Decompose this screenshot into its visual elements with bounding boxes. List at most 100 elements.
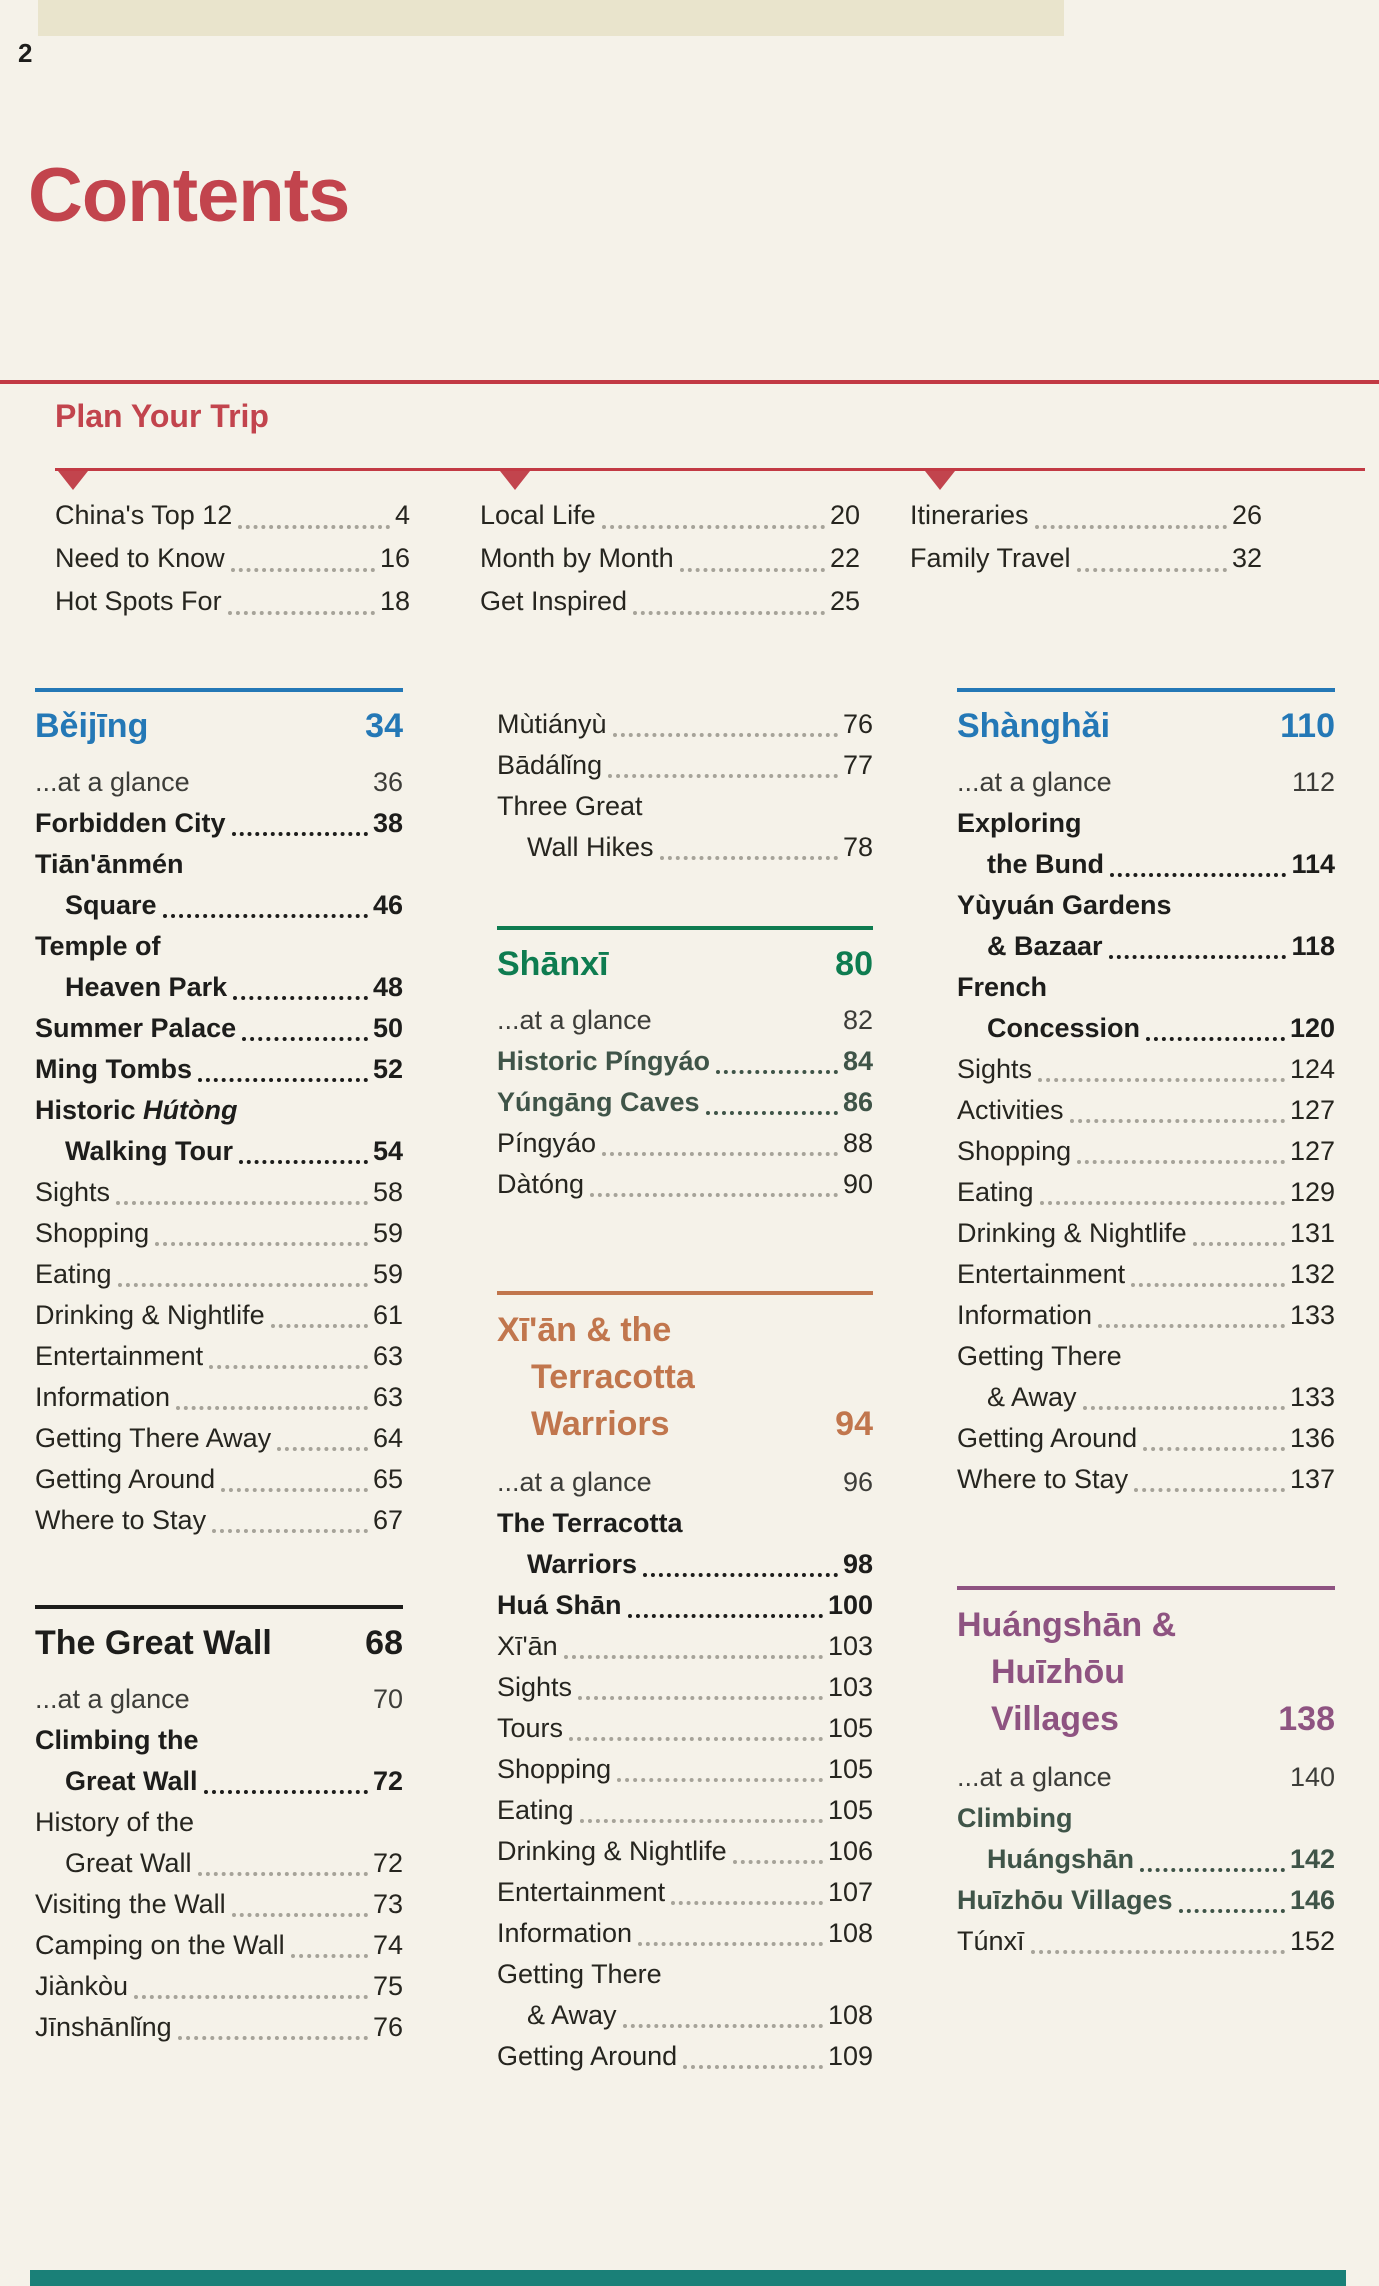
toc-entry: China's Top 12 4	[55, 494, 410, 537]
entry-page: 72	[372, 1766, 403, 1796]
entry-label: Sights	[35, 1177, 111, 1207]
toc-entry: Jiànkòu 75	[35, 1966, 403, 2007]
toc-entry: ...at a glance 96	[497, 1462, 873, 1503]
triangle-marker-icon	[58, 471, 88, 490]
toc-entry: Getting Around 109	[497, 2036, 873, 2077]
entry-page: 65	[372, 1464, 403, 1494]
entry-page: 58	[372, 1177, 403, 1207]
dot-leader	[227, 611, 375, 615]
dot-leader	[270, 1324, 368, 1328]
entry-label: Forbidden City	[35, 808, 226, 838]
entry-page: 103	[827, 1672, 873, 1702]
toc-entry: Jīnshānlǐng 76	[35, 2007, 403, 2048]
toc-entry: Get Inspired 25	[480, 580, 860, 623]
entry-page: 120	[1289, 1013, 1335, 1043]
entry-label: Month by Month	[480, 543, 674, 573]
entry-page: 107	[827, 1877, 873, 1907]
entry-label: Bādálǐng	[497, 750, 603, 780]
dot-leader	[197, 1078, 368, 1082]
dot-leader	[1146, 1037, 1285, 1041]
toc-entry: Getting Around 65	[35, 1459, 403, 1500]
entry-label: Where to Stay	[957, 1464, 1129, 1494]
pyt-column: Itineraries 26 Family Travel 32	[910, 494, 1262, 580]
entry-page: 63	[372, 1341, 403, 1371]
toc-entry: Eating 59	[35, 1254, 403, 1295]
dot-leader	[732, 1860, 823, 1864]
toc-entry: Huīzhōu Villages 146	[957, 1880, 1335, 1921]
toc-entry: Huá Shān 100	[497, 1585, 873, 1626]
entry-page: 36	[372, 767, 403, 797]
entry-page: 18	[379, 586, 410, 616]
entry-label: Get Inspired	[480, 586, 628, 616]
entry-label: ...at a glance	[957, 767, 1112, 797]
entry-page: 46	[372, 890, 403, 920]
dot-leader	[612, 733, 838, 737]
toc-column: Shànghǎi 110 ...at a glance 112 Exploring the…	[957, 682, 1335, 1962]
entry-label: Climbing the	[35, 1725, 199, 1755]
entry-page: 133	[1289, 1382, 1335, 1412]
entry-label: the Bund	[987, 849, 1104, 879]
entry-label: Walking Tour	[65, 1136, 233, 1166]
toc-entry: Information 133	[957, 1295, 1335, 1336]
entry-label: Sights	[497, 1672, 573, 1702]
dot-leader	[633, 611, 825, 615]
entry-page: 16	[379, 543, 410, 573]
pyt-column: China's Top 12 4 Need to Know 16 Hot Spots F…	[55, 494, 410, 623]
toc-entry: Sights 103	[497, 1667, 873, 1708]
entry-page: 63	[372, 1382, 403, 1412]
section-beijing: Běijīng 34 ...at a glance 36 Forbidden City 3…	[35, 688, 403, 1541]
toc-entry: Itineraries 26	[910, 494, 1262, 537]
dot-leader	[1131, 1283, 1285, 1287]
entry-label: Getting Around	[957, 1423, 1138, 1453]
dot-leader	[177, 2036, 368, 2040]
pyt-column: Local Life 20 Month by Month 22 Get Inspired…	[480, 494, 860, 623]
entry-label: Square	[65, 890, 157, 920]
toc-entry: ...at a glance 112	[957, 762, 1335, 803]
toc-entry: Summer Palace 50	[35, 1008, 403, 1049]
entry-label: Concession	[987, 1013, 1141, 1043]
dot-leader	[1178, 1909, 1285, 1913]
entry-label: Entertainment	[497, 1877, 666, 1907]
dot-leader	[116, 1201, 368, 1205]
entry-label: Túnxī	[957, 1926, 1025, 1956]
entry-page: 32	[1231, 543, 1262, 573]
entry-label: Huángshān	[987, 1844, 1135, 1874]
entry-label: Jīnshānlǐng	[35, 2012, 172, 2042]
entry-page: 100	[827, 1590, 873, 1620]
section-title: Huángshān & Huīzhōu Villages 138	[957, 1606, 1335, 1738]
dot-leader	[563, 1655, 823, 1659]
dot-leader	[197, 1872, 368, 1876]
toc-entry: Mùtiányù 76	[497, 704, 873, 745]
toc-entry: Túnxī 152	[957, 1921, 1335, 1962]
entry-page: 152	[1289, 1926, 1335, 1956]
entry-page: 105	[827, 1795, 873, 1825]
entry-label: The Terracotta	[497, 1508, 683, 1538]
entry-page: 88	[842, 1128, 873, 1158]
entry-label: & Away	[987, 1382, 1077, 1412]
entry-label: Camping on the Wall	[35, 1930, 285, 1960]
dot-leader	[1192, 1242, 1285, 1246]
entry-page: 67	[372, 1505, 403, 1535]
dot-leader	[590, 1193, 838, 1197]
toc-entry: Xī'ān 103	[497, 1626, 873, 1667]
toc-entry: Píngyáo 88	[497, 1123, 873, 1164]
title-divider	[0, 380, 1379, 384]
dot-leader	[155, 1242, 368, 1246]
toc-entry: Dàtóng 90	[497, 1164, 873, 1205]
entry-label: Family Travel	[910, 543, 1071, 573]
toc-entry: Getting There & Away 108	[497, 1954, 873, 2036]
entry-label: Entertainment	[35, 1341, 204, 1371]
entry-label: Drinking & Nightlife	[497, 1836, 727, 1866]
dot-leader	[1143, 1447, 1285, 1451]
entry-page: 136	[1289, 1423, 1335, 1453]
toc-entry: Climbing the Great Wall 72	[35, 1720, 403, 1802]
toc-entry: Historic Hútòng Walking Tour 54	[35, 1090, 403, 1172]
dot-leader	[239, 1160, 368, 1164]
toc-column: Mùtiányù 76 Bādálǐng 77 Three Great Wall Hike…	[497, 682, 873, 2077]
bottom-color-bar	[30, 2270, 1346, 2286]
toc-entry: French Concession 120	[957, 967, 1335, 1049]
entry-page: 137	[1289, 1464, 1335, 1494]
entry-label: Where to Stay	[35, 1505, 207, 1535]
entry-label: Three Great	[497, 791, 643, 821]
dot-leader	[1030, 1950, 1285, 1954]
